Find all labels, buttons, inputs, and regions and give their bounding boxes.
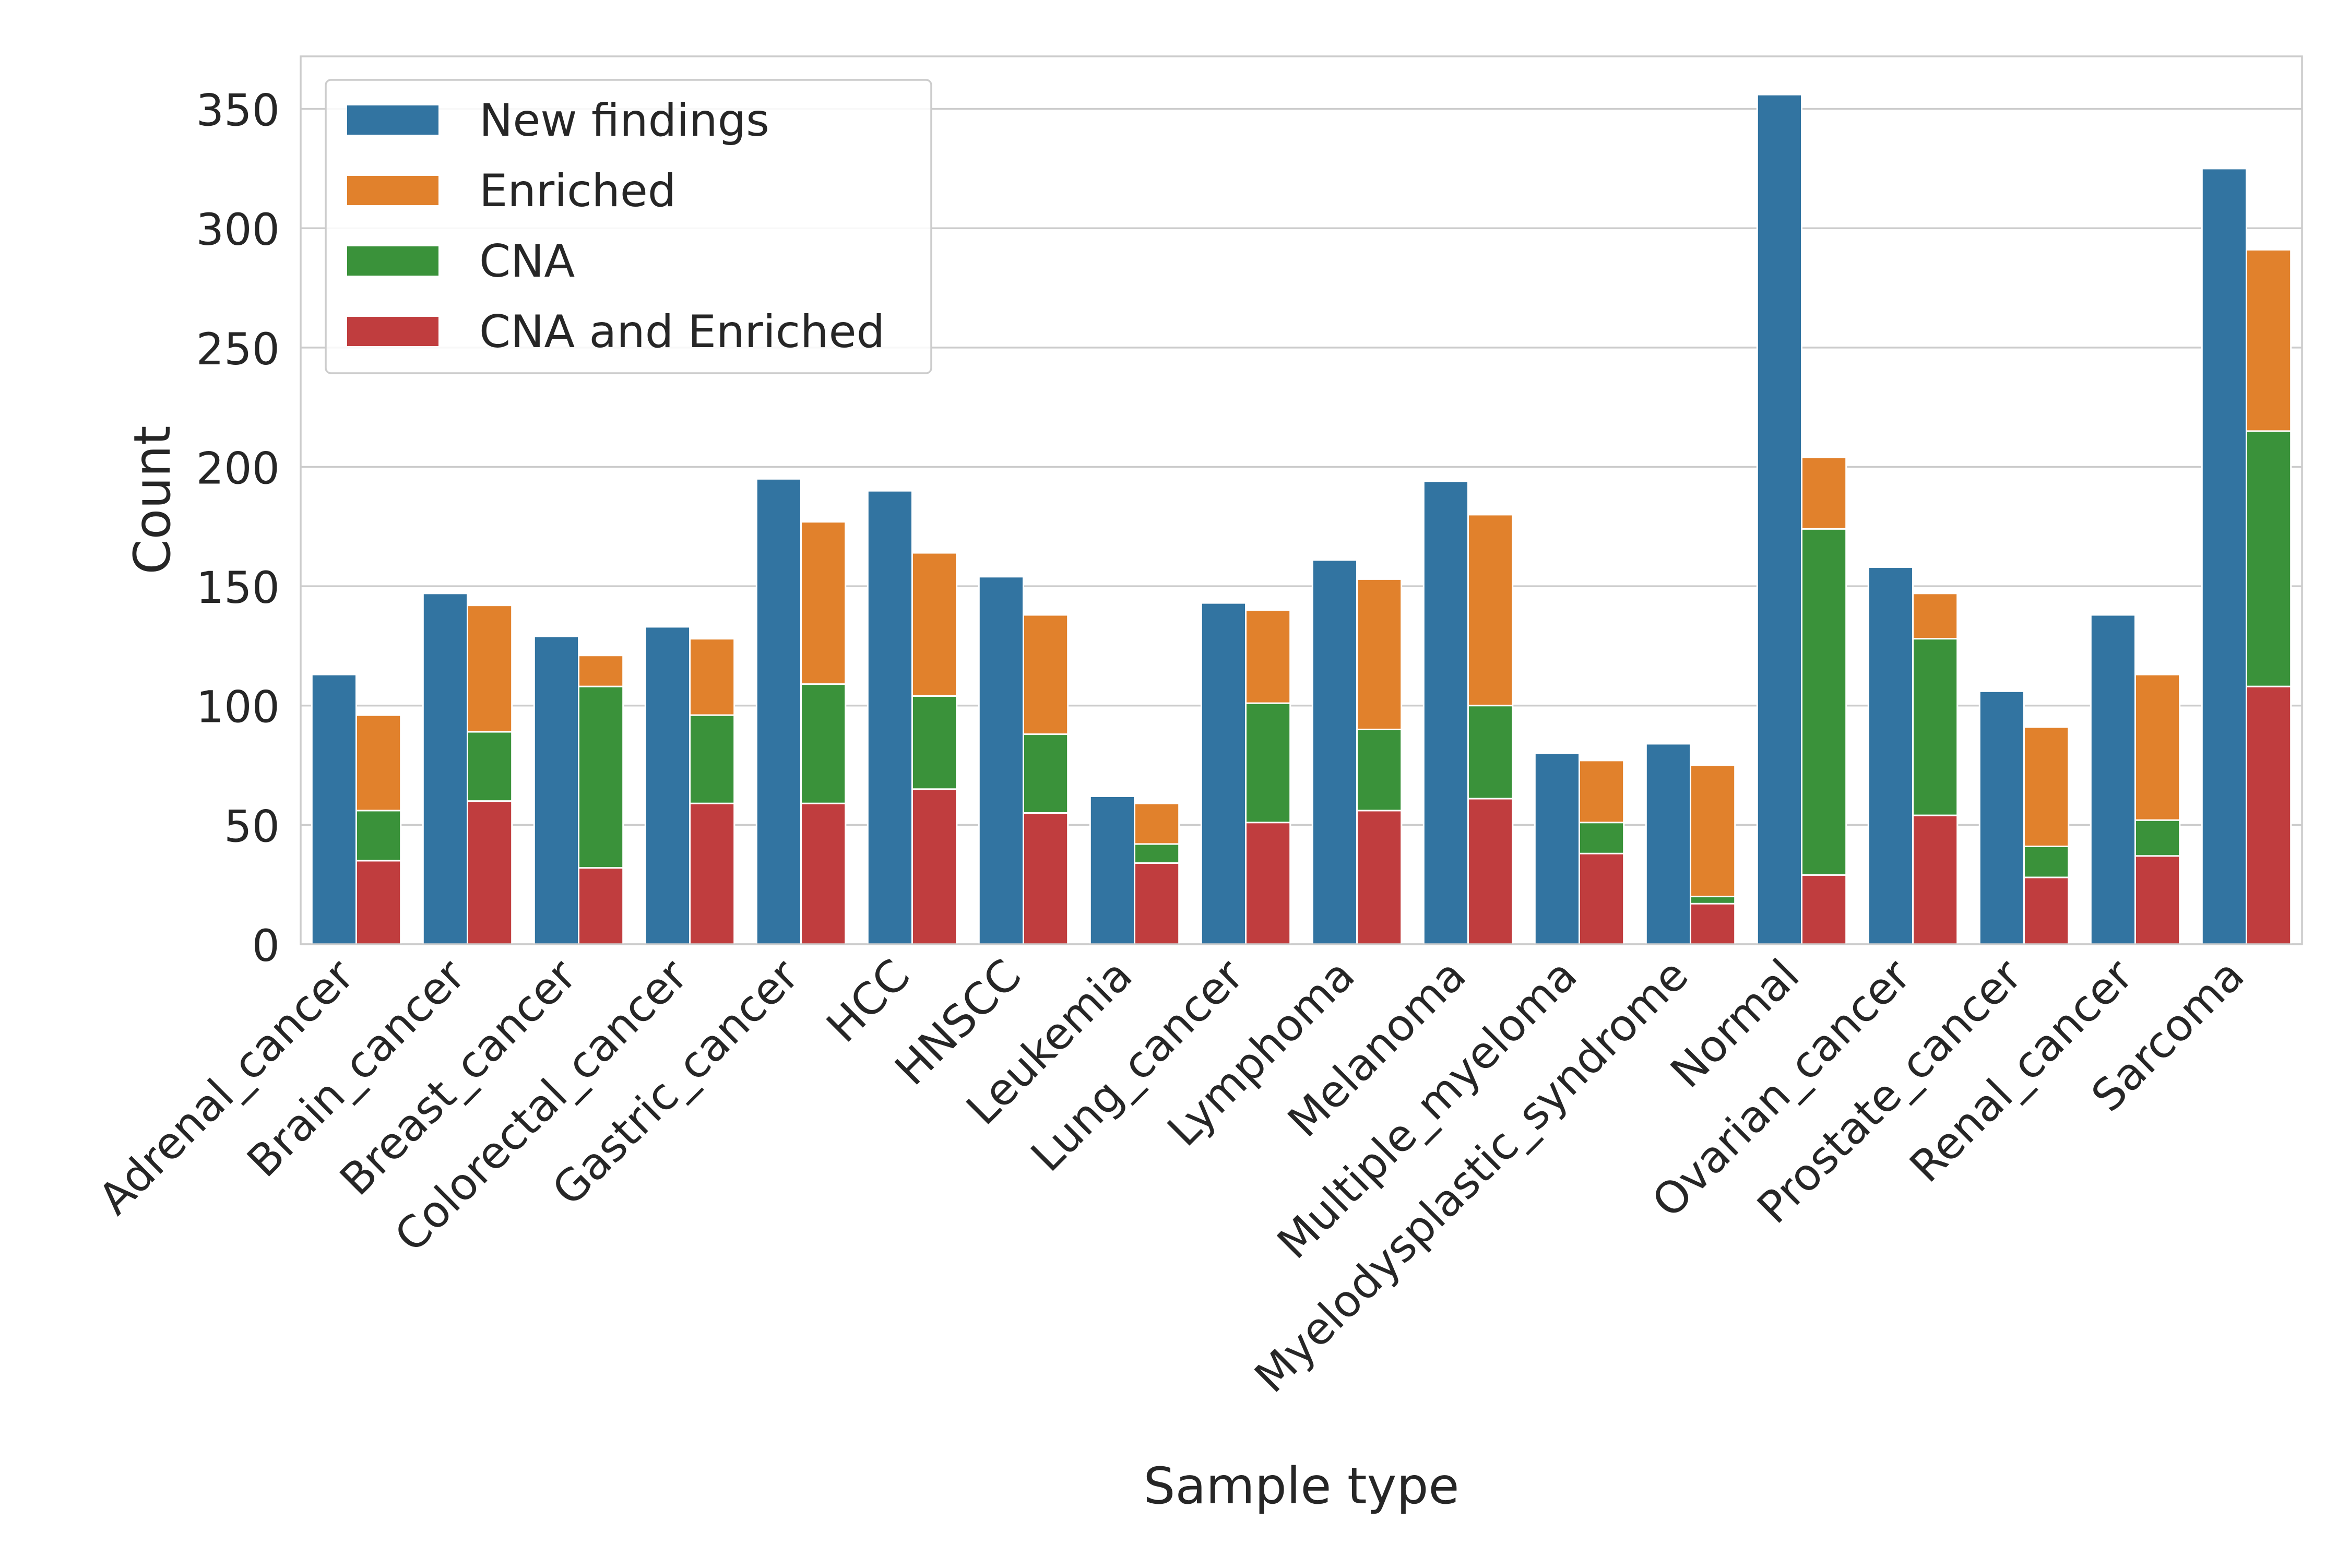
bar-cna-and-enriched — [1579, 852, 1625, 945]
legend-swatch — [347, 317, 438, 346]
bar-cna-and-enriched — [2023, 876, 2070, 945]
bar-cna-and-enriched — [1245, 822, 1291, 945]
y-tick-label: 50 — [224, 801, 280, 852]
y-tick-label: 100 — [196, 682, 280, 733]
y-tick-label: 0 — [252, 920, 280, 971]
bar-new-findings — [1200, 602, 1247, 945]
bar-cna-and-enriched — [1912, 814, 1959, 945]
y-axis-ticks: 0 50 100 150 200 250 300 350 — [196, 85, 280, 971]
legend-entry: Enriched — [479, 165, 676, 217]
bar-new-findings — [978, 576, 1025, 945]
y-tick-label: 200 — [196, 443, 280, 494]
y-tick-label: 150 — [196, 562, 280, 613]
bar-new-findings — [867, 490, 914, 945]
bar-cna-and-enriched — [467, 800, 513, 945]
bar-new-findings — [644, 626, 691, 945]
bar-cna-and-enriched — [355, 860, 402, 945]
y-tick-label: 300 — [196, 204, 280, 255]
bar-cna-and-enriched — [1467, 798, 1514, 945]
bars — [311, 93, 2292, 945]
bar-new-findings — [2201, 168, 2247, 945]
bar-new-findings — [533, 635, 579, 945]
bar-new-findings — [1534, 752, 1581, 945]
bar-cna-and-enriched — [911, 788, 958, 945]
legend: New findings Enriched CNA CNA and Enriched — [325, 79, 932, 374]
x-tick-label: HCC — [817, 949, 920, 1052]
y-tick-label: 250 — [196, 324, 280, 375]
legend-swatch — [347, 246, 438, 276]
bar-new-findings — [422, 592, 468, 945]
bar-new-findings — [311, 673, 357, 945]
bar-cna-and-enriched — [2134, 855, 2181, 945]
bar-cna-and-enriched — [1801, 874, 1847, 945]
x-axis-label: Sample type — [1144, 1457, 1460, 1515]
legend-swatch — [347, 176, 438, 205]
legend-swatch — [347, 105, 438, 135]
x-axis-ticks: Adrenal_cancerBrain_cancerBreast_cancerC… — [89, 949, 2254, 1403]
bar-new-findings — [1978, 690, 2025, 945]
bar-new-findings — [1422, 480, 1469, 945]
plot-frame — [300, 55, 2303, 945]
bar-cna-and-enriched — [1134, 862, 1180, 945]
legend-frame — [325, 79, 932, 374]
bar-new-findings — [2090, 614, 2137, 945]
bar-cna-and-enriched — [1690, 902, 1736, 945]
bar-new-findings — [1756, 93, 1803, 945]
bar-cna-and-enriched — [800, 802, 847, 945]
bar-new-findings — [1089, 795, 1136, 945]
bar-new-findings — [1645, 743, 1692, 945]
legend-entry: New findings — [479, 94, 769, 147]
bar-cna-and-enriched — [2246, 685, 2292, 945]
bar-cna-and-enriched — [689, 802, 735, 945]
legend-entry: CNA and Enriched — [479, 306, 885, 358]
bar-new-findings — [1867, 566, 1914, 945]
bar-cna-and-enriched — [578, 867, 624, 945]
y-tick-label: 350 — [196, 85, 280, 136]
legend-entry: CNA — [479, 235, 575, 288]
bar-cna-and-enriched — [1023, 812, 1069, 945]
bar-new-findings — [1311, 559, 1358, 945]
bar-new-findings — [755, 478, 802, 945]
y-axis-label: Count — [123, 425, 182, 574]
bar-cna-and-enriched — [1356, 810, 1403, 945]
